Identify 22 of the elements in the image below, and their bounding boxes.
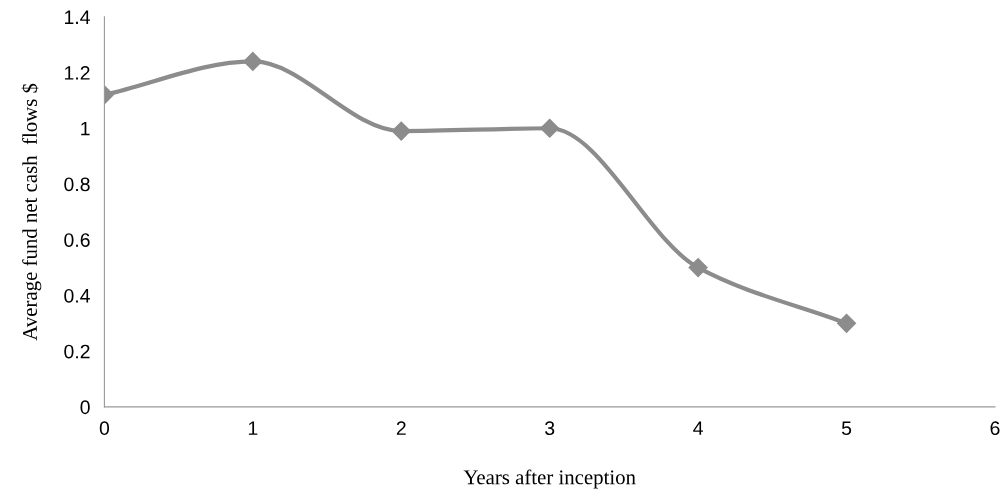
x-axis-title: Years after inception bbox=[463, 469, 636, 489]
point bbox=[688, 258, 708, 278]
x-tick-label: 1 bbox=[248, 421, 258, 435]
x-tick-label: 5 bbox=[841, 421, 852, 436]
point bbox=[391, 121, 411, 141]
y-tick-label: 0.6 bbox=[64, 233, 90, 247]
y-axis-title: Average fund net cash flows $ bbox=[21, 83, 42, 341]
y-tick-label: 1 bbox=[81, 121, 90, 136]
y-tick-label: 0 bbox=[80, 400, 90, 415]
y-tick-label: 0.4 bbox=[64, 288, 90, 303]
x-tick-label: 6 bbox=[990, 421, 1000, 436]
point bbox=[837, 313, 857, 333]
y-tick-label: 1.4 bbox=[64, 10, 90, 24]
point bbox=[540, 118, 560, 138]
y-tick-label: 1.2 bbox=[64, 66, 90, 80]
x-tick-label: 4 bbox=[693, 421, 703, 435]
x-tick-label: 3 bbox=[545, 421, 555, 436]
x-tick-label: 2 bbox=[396, 421, 406, 435]
y-tick-label: 0.8 bbox=[64, 177, 90, 192]
x-tick-label: 0 bbox=[99, 421, 110, 436]
point bbox=[243, 51, 263, 71]
y-tick-label: 0.2 bbox=[64, 344, 90, 359]
